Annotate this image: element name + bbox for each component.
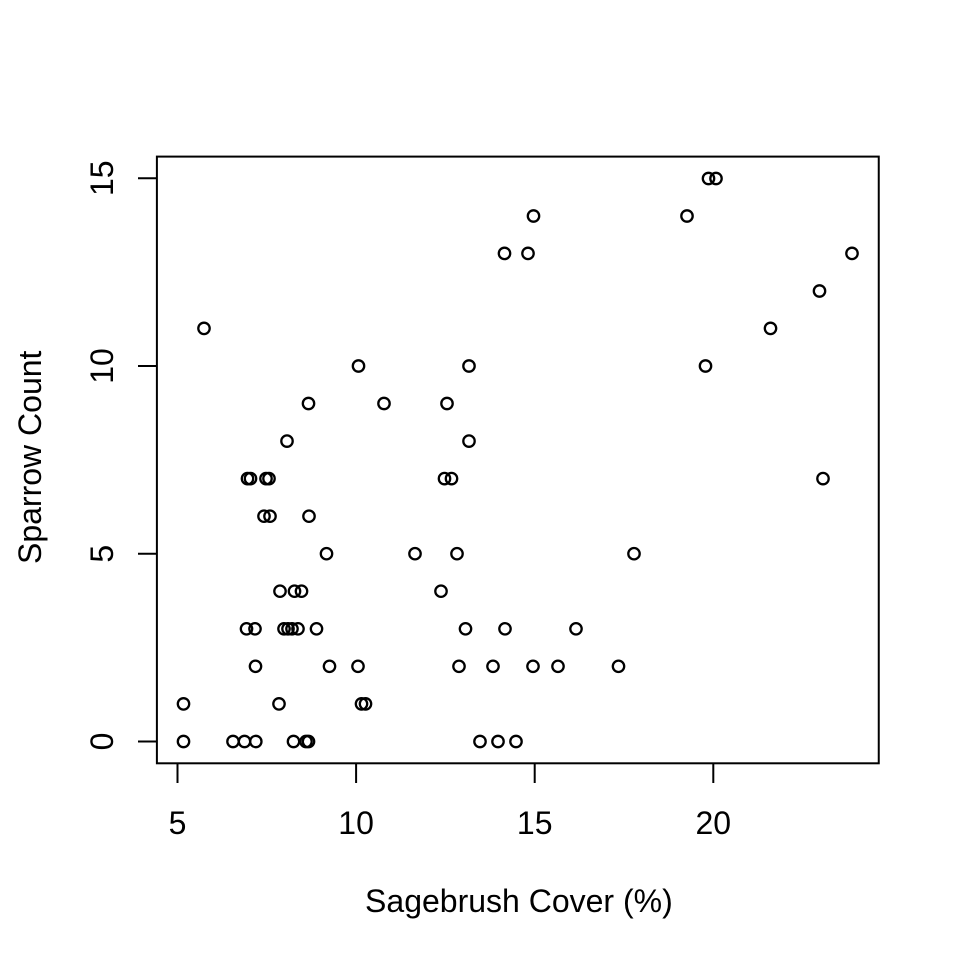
svg-text:0: 0 (84, 733, 120, 751)
svg-text:15: 15 (84, 160, 120, 196)
svg-text:20: 20 (696, 805, 732, 841)
svg-text:Sparrow Count: Sparrow Count (12, 350, 48, 564)
svg-text:5: 5 (84, 545, 120, 563)
svg-text:15: 15 (517, 805, 553, 841)
svg-text:10: 10 (338, 805, 374, 841)
svg-text:5: 5 (169, 805, 187, 841)
svg-text:Sagebrush Cover (%): Sagebrush Cover (%) (365, 883, 673, 919)
svg-text:10: 10 (84, 348, 120, 384)
